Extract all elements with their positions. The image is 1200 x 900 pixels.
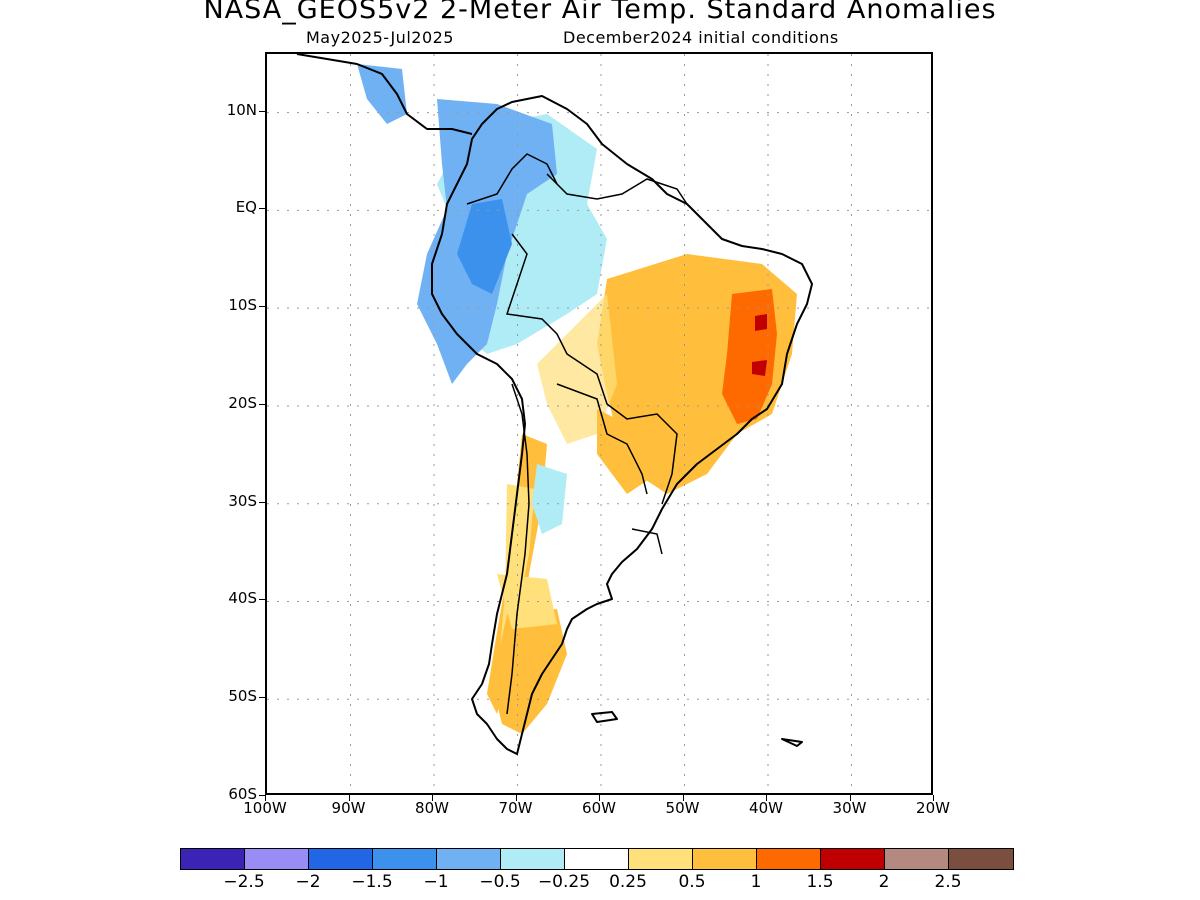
map-panel: [265, 52, 933, 795]
longitude-label: 40W: [749, 799, 783, 817]
border-colombia: [466, 153, 558, 205]
border-brazil-peru: [506, 233, 678, 505]
colorbar-label: −0.25: [537, 872, 591, 892]
falkland-islands: [591, 711, 618, 723]
border-brazil-west: [546, 173, 688, 205]
colorbar-label: 2: [878, 872, 890, 892]
anomaly-orange-patagonia: [492, 609, 567, 734]
colorbar-label: −2.5: [223, 872, 265, 892]
border-andes: [506, 383, 530, 715]
longitude-tick: [682, 795, 684, 801]
colorbar-swatch: [693, 849, 757, 869]
longitude-label: 30W: [832, 799, 867, 817]
longitude-label: 60W: [582, 799, 616, 817]
colorbar-label: 0.5: [678, 872, 706, 892]
border-bolivia-paraguay: [556, 383, 648, 495]
longitude-tick: [515, 795, 517, 801]
latitude-tick: [259, 501, 265, 503]
latitude-label: 60S: [228, 785, 257, 803]
longitude-tick: [348, 795, 350, 801]
colorbar-label: 0.25: [609, 872, 647, 892]
colorbar-label: 2.5: [934, 872, 962, 892]
latitude-tick: [259, 306, 265, 308]
latitude-label: 30S: [228, 491, 257, 510]
longitude-tick: [432, 795, 433, 801]
coastlines: [296, 54, 813, 755]
border-uruguay: [631, 528, 663, 555]
latitude-tick: [259, 403, 265, 405]
central-america-coastline: [296, 54, 473, 135]
longitude-label: 20W: [916, 799, 950, 817]
colorbar-label: −2: [295, 872, 321, 892]
latitude-tick: [259, 599, 265, 601]
south-georgia: [781, 738, 803, 747]
latitude-label: 50S: [228, 687, 257, 706]
anomaly-dark-red-spot-2: [752, 360, 767, 376]
longitude-tick: [599, 795, 600, 801]
colorbar-swatch: [949, 849, 1013, 869]
longitude-label: 100W: [243, 799, 287, 817]
latitude-label: 20S: [228, 393, 257, 412]
anomaly-map: [267, 54, 931, 793]
forecast-period: May2025-Jul2025: [306, 28, 454, 47]
latitude-tick: [259, 110, 265, 112]
longitude-label: 70W: [498, 799, 533, 817]
colorbar-label: −1.5: [351, 872, 393, 892]
map-gridlines: [267, 54, 931, 793]
colorbar-swatch: [181, 849, 245, 869]
longitude-label: 50W: [665, 799, 700, 817]
colorbar-label: 1.5: [806, 872, 834, 892]
latitude-tick: [259, 697, 265, 699]
south-america-coastline: [431, 95, 813, 755]
colorbar-label: 1: [750, 872, 762, 892]
colorbar-swatch: [245, 849, 309, 869]
colorbar-label: −0.5: [479, 872, 521, 892]
anomaly-fields: [357, 64, 797, 734]
map-title: NASA_GEOS5v2 2-Meter Air Temp. Standard …: [203, 0, 997, 25]
colorbar-swatch: [565, 849, 629, 869]
anomaly-dark-red-spot-1: [755, 314, 767, 331]
latitude-tick: [259, 208, 265, 210]
colorbar-swatch: [373, 849, 437, 869]
colorbar-swatch: [821, 849, 885, 869]
country-borders: [466, 153, 688, 715]
colorbar-swatch: [885, 849, 949, 869]
colorbar-swatch: [309, 849, 373, 869]
initial-conditions: December2024 initial conditions: [563, 28, 839, 47]
colorbar-label: −1: [423, 872, 449, 892]
longitude-tick: [933, 795, 934, 801]
colorbar-swatch: [437, 849, 501, 869]
latitude-label: 40S: [228, 589, 257, 608]
longitude-tick: [766, 795, 767, 801]
longitude-label: 80W: [415, 799, 449, 817]
colorbar-swatch: [629, 849, 693, 869]
colorbar-swatch: [757, 849, 821, 869]
latitude-label: EQ: [235, 198, 257, 217]
latitude-label: 10S: [228, 296, 257, 315]
latitude-label: 10N: [226, 100, 257, 119]
anomaly-light-blue-argentina: [532, 464, 567, 534]
colorbar: [180, 848, 1014, 870]
anomaly-blue-central-america: [357, 64, 407, 124]
longitude-label: 90W: [331, 799, 366, 817]
latitude-tick: [259, 795, 265, 796]
longitude-tick: [849, 795, 851, 801]
anomaly-yellow-brazil: [537, 294, 617, 444]
colorbar-swatch: [501, 849, 565, 869]
longitude-tick: [265, 795, 266, 801]
anomaly-dark-blue-ecuador: [457, 199, 512, 294]
